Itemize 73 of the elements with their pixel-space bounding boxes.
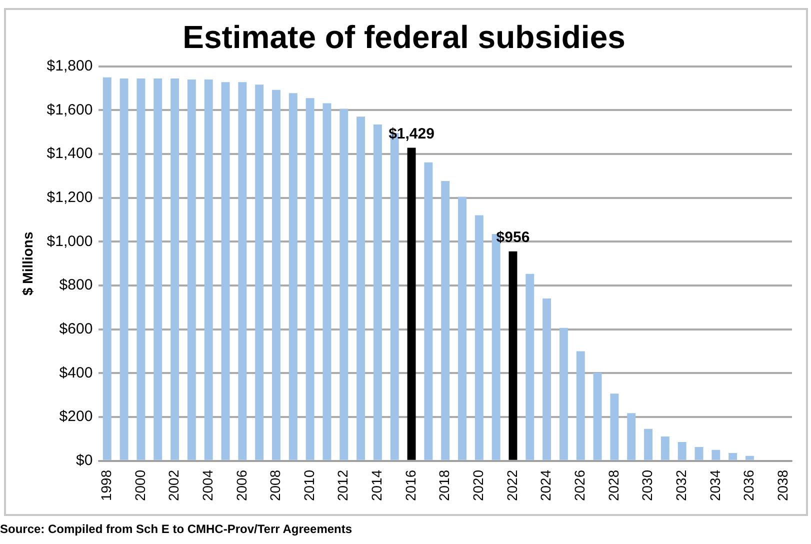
bar [255, 84, 264, 460]
x-tick-label: 2012 [334, 470, 351, 502]
bar [272, 90, 280, 460]
x-tick-label: 2020 [470, 470, 486, 502]
x-tick-label: 2028 [605, 470, 622, 502]
x-tick-label: 2002 [166, 470, 182, 502]
x-tick-label: 2006 [233, 470, 250, 502]
bar [745, 456, 754, 460]
bar [576, 351, 585, 460]
bar [136, 78, 146, 460]
bar [102, 77, 112, 460]
bar [373, 124, 382, 460]
y-tick-label: $0 [76, 452, 93, 469]
x-tick-label: 2038 [774, 470, 790, 502]
bar [306, 98, 314, 460]
bar [204, 80, 213, 460]
x-tick-label: 2036 [740, 470, 757, 502]
bar [712, 450, 720, 460]
bar [238, 82, 247, 460]
y-tick-label: $800 [59, 276, 93, 294]
bar [441, 181, 450, 460]
bar [526, 274, 534, 460]
bar [678, 442, 686, 460]
chart-title: Estimate of federal subsidies [182, 19, 626, 56]
y-axis-title: $ Millions [19, 232, 36, 296]
bar [120, 78, 128, 460]
y-tick-label: $1,000 [46, 232, 93, 250]
x-tick-label: 2030 [639, 470, 656, 502]
bar [542, 298, 552, 460]
y-tick-label: $1,800 [46, 58, 93, 75]
source-note: Source: Compiled from Sch E to CMHC-Prov/Terr Agreements [0, 522, 352, 536]
x-tick-label: 2034 [706, 470, 723, 502]
bar [221, 82, 230, 460]
bar [458, 196, 466, 460]
y-tick-label: $600 [59, 320, 93, 338]
bar [644, 428, 652, 460]
x-tick-label: 2008 [267, 470, 284, 502]
bar [610, 394, 619, 460]
bar [728, 452, 738, 460]
bar [288, 93, 298, 460]
data-label: $1,429 [388, 125, 434, 142]
x-tick-label: 2024 [538, 470, 554, 502]
bar [187, 80, 196, 460]
x-tick-label: 1998 [98, 470, 114, 502]
x-tick-label: 2018 [436, 470, 452, 502]
bar [322, 103, 332, 460]
y-tick-label: $1,200 [46, 189, 93, 206]
y-tick-label: $400 [59, 364, 93, 382]
x-tick-label: 2010 [300, 470, 317, 502]
bar [559, 328, 568, 460]
data-label: $956 [496, 228, 530, 246]
y-tick-label: $1,400 [46, 145, 93, 162]
bar [593, 372, 602, 460]
bar [694, 447, 704, 460]
bar [660, 436, 670, 460]
x-tick-label: 2014 [368, 470, 385, 502]
x-tick-label: 2004 [199, 470, 216, 502]
bar [170, 78, 180, 460]
y-tick-label: $1,600 [46, 101, 93, 118]
x-tick-label: 2000 [132, 470, 148, 502]
bar [474, 215, 484, 460]
bar [407, 148, 416, 460]
bar [508, 251, 518, 460]
x-tick-label: 2022 [504, 470, 520, 502]
bar [340, 108, 348, 460]
bar [424, 162, 433, 460]
bar [356, 116, 366, 460]
x-tick-label: 2026 [571, 470, 588, 502]
x-tick-label: 2032 [672, 470, 689, 502]
bar [154, 78, 162, 460]
x-tick-label: 2016 [402, 470, 418, 502]
bar [627, 413, 636, 460]
y-tick-label: $200 [59, 408, 93, 426]
